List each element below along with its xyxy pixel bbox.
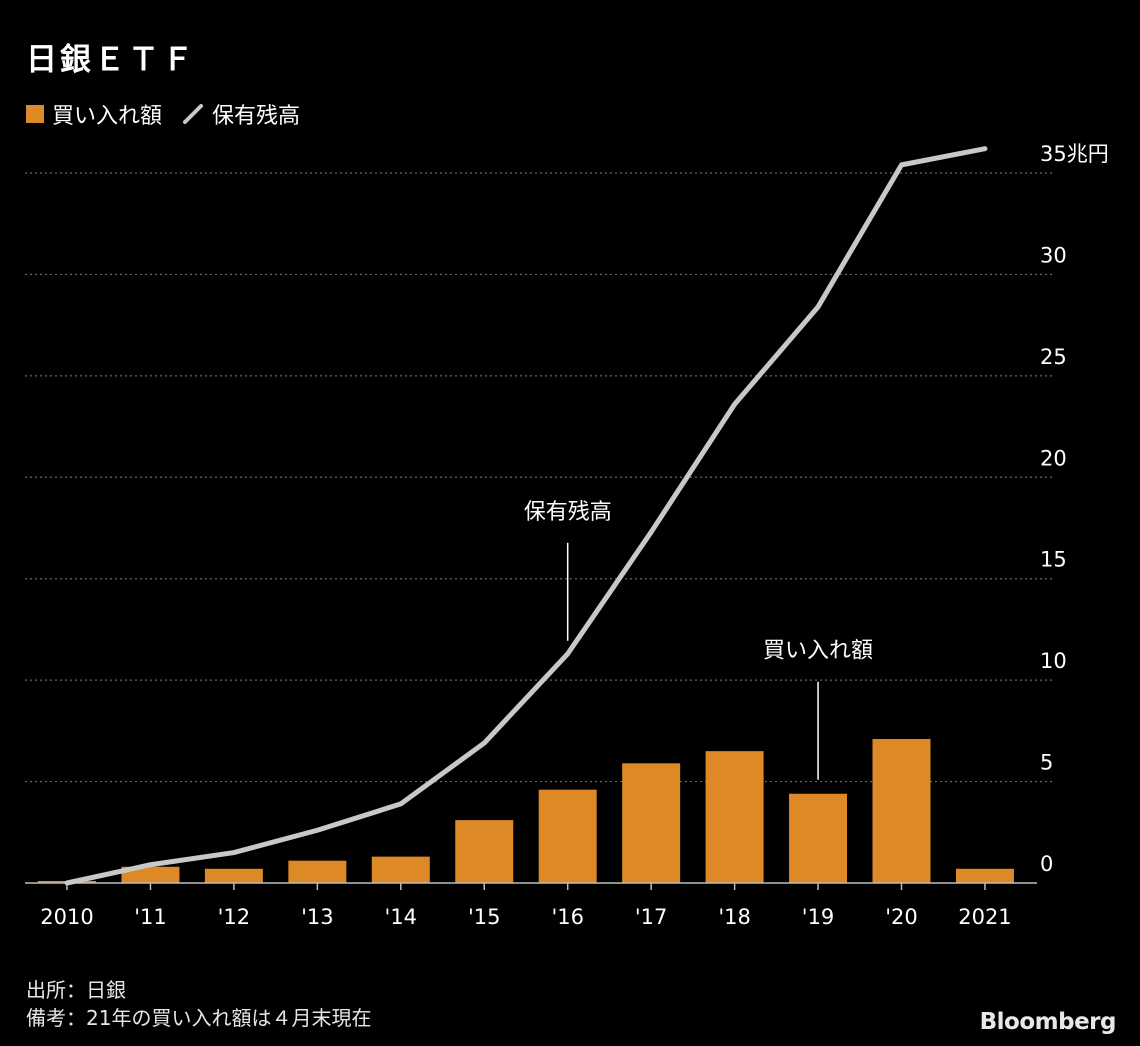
bar-'18: [705, 751, 764, 883]
legend-bar-label: 買い入れ額: [52, 104, 163, 129]
x-tick-label: '15: [468, 905, 501, 929]
y-tick-label: 0: [1040, 852, 1053, 876]
annotation-label: 保有残高: [524, 500, 612, 525]
y-tick-label: 20: [1040, 446, 1067, 470]
bar-'11: [121, 866, 180, 883]
x-tick-label: '16: [551, 905, 584, 929]
source-note: 出所：日銀: [26, 978, 126, 1002]
legend-item-line: 保有残高: [182, 98, 300, 130]
bar-2021: [955, 868, 1014, 883]
bar-'14: [371, 856, 430, 883]
chart-title: 日銀ＥＴＦ: [26, 42, 196, 78]
x-tick-label: 2021: [958, 905, 1011, 929]
holdings-line: [64, 146, 988, 886]
bar-'17: [622, 763, 681, 883]
x-tick-label: '14: [385, 905, 418, 929]
bar-'15: [455, 820, 514, 883]
legend-bar-swatch: [26, 105, 44, 123]
bloomberg-logo: Bloomberg: [979, 1009, 1117, 1035]
y-tick-label: 5: [1040, 751, 1053, 775]
bar-'16: [538, 789, 597, 883]
x-tick-label: '19: [802, 905, 835, 929]
x-tick-label: '11: [134, 905, 167, 929]
remark-note: 備考：21年の買い入れ額は４月末現在: [26, 1006, 372, 1030]
legend-line-swatch: [183, 104, 204, 124]
bar-'13: [288, 860, 347, 883]
bar-'20: [872, 738, 931, 883]
y-tick-label: 35兆円: [1040, 142, 1109, 166]
x-tick-label: 2010: [40, 905, 93, 929]
chart-legend: 買い入れ額 保有残高: [26, 98, 320, 130]
y-tick-label: 15: [1040, 548, 1067, 572]
x-tick-label: '17: [635, 905, 668, 929]
x-tick-label: '18: [718, 905, 751, 929]
y-tick-label: 25: [1040, 345, 1067, 369]
bar-'19: [789, 793, 848, 883]
x-tick-label: '13: [301, 905, 334, 929]
legend-line-label: 保有残高: [212, 104, 301, 129]
y-tick-label: 30: [1040, 243, 1067, 267]
x-tick-label: '12: [218, 905, 251, 929]
bar-'12: [204, 868, 263, 883]
x-tick-label: '20: [885, 905, 918, 929]
legend-item-bar: 買い入れ額: [26, 98, 162, 130]
y-tick-label: 10: [1040, 649, 1067, 673]
annotation-label: 買い入れ額: [763, 639, 873, 664]
